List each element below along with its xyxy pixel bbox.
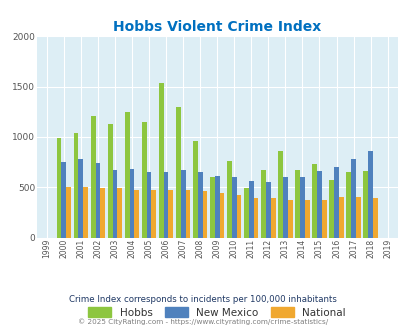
Bar — [197, 172, 202, 238]
Bar — [117, 188, 122, 238]
Bar — [214, 176, 219, 238]
Bar — [328, 180, 333, 238]
Bar — [282, 177, 287, 238]
Bar — [304, 200, 309, 238]
Bar — [248, 181, 253, 238]
Bar — [83, 187, 88, 238]
Bar — [355, 197, 360, 238]
Bar — [311, 164, 316, 238]
Bar — [78, 159, 83, 238]
Text: © 2025 CityRating.com - https://www.cityrating.com/crime-statistics/: © 2025 CityRating.com - https://www.city… — [78, 318, 327, 325]
Bar — [163, 172, 168, 238]
Bar — [367, 151, 372, 238]
Bar — [362, 171, 367, 238]
Bar — [316, 171, 321, 238]
Bar — [287, 200, 292, 238]
Bar — [265, 182, 270, 238]
Bar — [141, 122, 146, 238]
Bar — [350, 159, 355, 238]
Bar — [209, 177, 214, 238]
Bar — [95, 163, 100, 238]
Bar — [185, 190, 190, 238]
Bar — [175, 107, 180, 238]
Bar — [253, 198, 258, 238]
Bar — [151, 190, 156, 238]
Bar — [277, 151, 282, 238]
Bar — [107, 124, 112, 238]
Bar — [243, 188, 248, 238]
Bar — [260, 170, 265, 238]
Bar — [338, 197, 343, 238]
Bar — [124, 112, 129, 238]
Bar — [321, 200, 326, 238]
Bar — [192, 141, 197, 238]
Bar — [57, 138, 61, 238]
Bar — [294, 170, 299, 238]
Bar — [226, 161, 231, 238]
Bar — [231, 177, 236, 238]
Bar — [202, 191, 207, 238]
Bar — [236, 195, 241, 238]
Bar — [90, 116, 95, 238]
Bar — [100, 188, 105, 238]
Bar — [372, 198, 377, 238]
Bar — [112, 170, 117, 238]
Bar — [270, 198, 275, 238]
Bar — [158, 82, 163, 238]
Bar — [74, 133, 78, 238]
Bar — [333, 167, 338, 238]
Bar — [345, 172, 350, 238]
Bar — [129, 169, 134, 238]
Bar — [180, 170, 185, 238]
Bar — [61, 162, 66, 238]
Bar — [219, 193, 224, 238]
Bar — [299, 177, 304, 238]
Bar — [168, 190, 173, 238]
Text: Crime Index corresponds to incidents per 100,000 inhabitants: Crime Index corresponds to incidents per… — [69, 295, 336, 304]
Title: Hobbs Violent Crime Index: Hobbs Violent Crime Index — [113, 20, 320, 34]
Bar — [146, 172, 151, 238]
Bar — [66, 187, 71, 238]
Legend: Hobbs, New Mexico, National: Hobbs, New Mexico, National — [84, 303, 349, 322]
Bar — [134, 190, 139, 238]
